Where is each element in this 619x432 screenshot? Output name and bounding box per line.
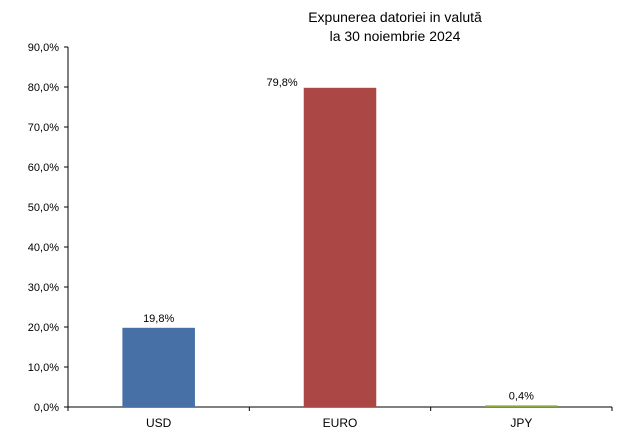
data-label: 19,8% <box>143 313 174 325</box>
y-tick-label: 80,0% <box>28 82 59 94</box>
x-axis: USD EURO JPY <box>67 406 613 430</box>
chart-title-line-1: Expunerea datoriei in valută <box>308 9 482 25</box>
y-tick-label: 0,0% <box>34 402 59 414</box>
data-label: 0,4% <box>509 390 534 402</box>
data-label: 79,8% <box>267 77 298 89</box>
y-tick-label: 50,0% <box>28 202 59 214</box>
y-axis: 0,0% 10,0% 20,0% 30,0% 40,0% 50,0% 60,0% 70,0% 8… <box>28 42 69 414</box>
x-tick-label: USD <box>146 416 172 430</box>
chart-title-line-2: la 30 noiembrie 2024 <box>330 28 461 44</box>
bar-usd <box>122 327 195 407</box>
x-tick-label: JPY <box>510 416 532 430</box>
x-tick-label: EURO <box>323 416 358 430</box>
y-tick-label: 20,0% <box>28 322 59 334</box>
bar-jpy <box>485 405 558 407</box>
y-tick-label: 30,0% <box>28 282 59 294</box>
y-tick-label: 40,0% <box>28 242 59 254</box>
y-tick-label: 10,0% <box>28 362 59 374</box>
y-tick-label: 60,0% <box>28 162 59 174</box>
bars <box>122 87 558 408</box>
data-labels: 19,8% 79,8% 0,4% <box>143 77 534 403</box>
bar-euro <box>303 87 377 408</box>
y-tick-label: 90,0% <box>28 42 59 54</box>
y-tick-label: 70,0% <box>28 122 59 134</box>
